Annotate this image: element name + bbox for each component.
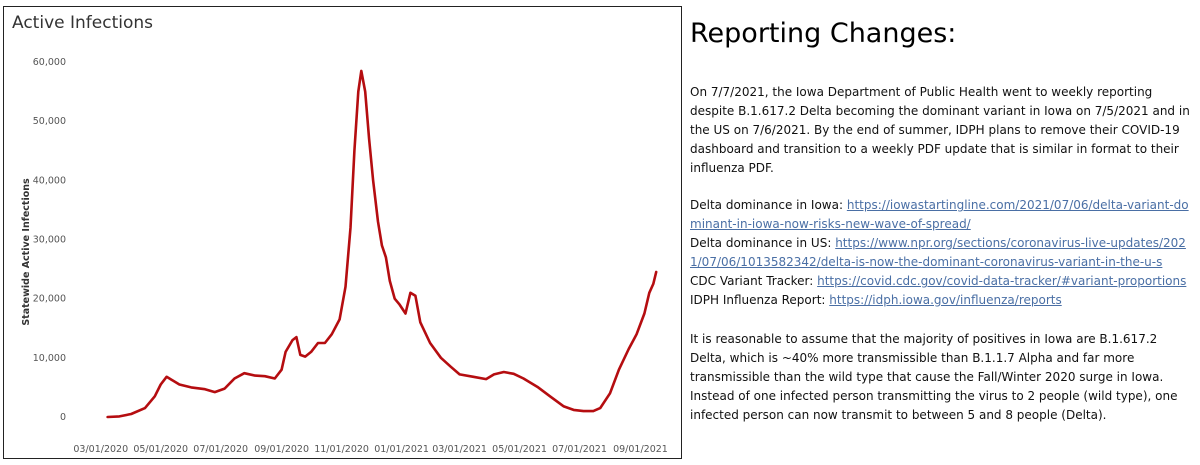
- y-tick-label: 50,000: [33, 116, 66, 127]
- x-tick-label: 05/01/2021: [492, 444, 547, 455]
- cdc-variant-tracker-link[interactable]: https://covid.cdc.gov/covid-data-tracker…: [817, 274, 1187, 288]
- x-tick-label: 01/01/2021: [374, 444, 429, 455]
- x-axis-ticks: 03/01/2020 05/01/2020 07/01/2020 09/01/2020…: [73, 444, 668, 455]
- y-tick-label: 40,000: [33, 175, 66, 186]
- y-tick-label: 0: [60, 412, 66, 423]
- y-axis-ticks: 0 10,000 20,000 30,000 40,000 50,000 60,000: [33, 57, 66, 423]
- x-tick-label: 09/01/2021: [613, 444, 668, 455]
- link-label: CDC Variant Tracker:: [690, 274, 818, 288]
- link-row-iowa: Delta dominance in Iowa: https://iowasta…: [690, 196, 1195, 234]
- x-tick-label: 03/01/2020: [73, 444, 128, 455]
- chart-title: Active Infections: [12, 13, 153, 33]
- line-chart: Statewide Active Infections 0 10,000 20,00…: [21, 57, 668, 455]
- link-row-cdc: CDC Variant Tracker: https://covid.cdc.g…: [690, 272, 1195, 291]
- x-tick-label: 07/01/2021: [552, 444, 607, 455]
- us-delta-link[interactable]: https://www.npr.org/sections/coronavirus…: [690, 236, 1186, 269]
- iowa-delta-link[interactable]: https://iowastartingline.com/2021/07/06/…: [690, 198, 1189, 231]
- reference-links: Delta dominance in Iowa: https://iowasta…: [690, 196, 1195, 310]
- y-tick-label: 20,000: [33, 294, 66, 305]
- x-tick-label: 03/01/2021: [432, 444, 487, 455]
- active-infections-line: [106, 69, 658, 419]
- link-label: Delta dominance in US:: [690, 236, 836, 250]
- link-row-us: Delta dominance in US: https://www.npr.o…: [690, 234, 1195, 272]
- y-tick-label: 10,000: [33, 353, 66, 364]
- x-tick-label: 11/01/2020: [314, 444, 369, 455]
- y-tick-label: 60,000: [33, 57, 66, 68]
- link-label: Delta dominance in Iowa:: [690, 198, 847, 212]
- x-tick-label: 09/01/2020: [254, 444, 309, 455]
- reporting-paragraph: On 7/7/2021, the Iowa Department of Publ…: [690, 85, 1190, 175]
- link-row-idph: IDPH Influenza Report: https://idph.iowa…: [690, 291, 1195, 310]
- idph-influenza-link[interactable]: https://idph.iowa.gov/influenza/reports: [829, 293, 1062, 307]
- x-tick-label: 07/01/2020: [193, 444, 248, 455]
- reporting-changes-panel: Reporting Changes: On 7/7/2021, the Iowa…: [690, 12, 1195, 443]
- x-tick-label: 05/01/2020: [133, 444, 188, 455]
- transmissibility-paragraph: It is reasonable to assume that the majo…: [690, 332, 1178, 422]
- reporting-changes-heading: Reporting Changes:: [690, 18, 957, 49]
- y-axis-label: Statewide Active Infections: [21, 178, 32, 326]
- chart-panel: Active Infections Statewide Active Infec…: [3, 6, 682, 459]
- link-label: IDPH Influenza Report:: [690, 293, 830, 307]
- y-tick-label: 30,000: [33, 235, 66, 246]
